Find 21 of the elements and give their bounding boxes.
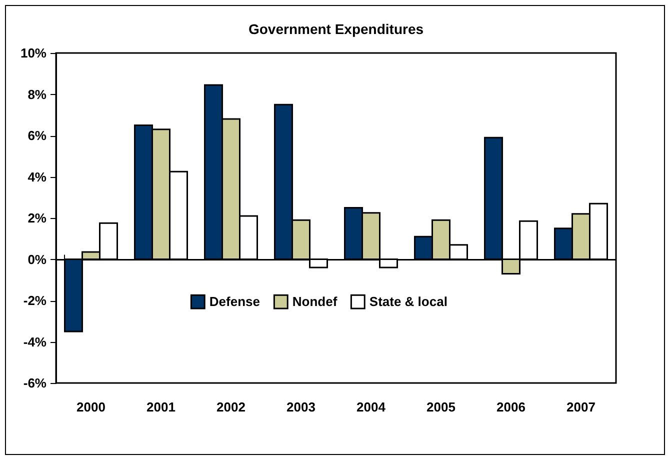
x-tick-label: 2004 <box>356 400 386 414</box>
y-tick-label: -4% <box>23 334 47 350</box>
y-tick-label: 2% <box>28 210 47 226</box>
y-tick-label: 4% <box>28 169 47 184</box>
x-tick-label: 2007 <box>566 400 596 414</box>
legend-label: State & local <box>369 294 448 309</box>
x-tick-label: 2003 <box>286 400 316 414</box>
y-tick-label: -6% <box>23 376 47 390</box>
y-tick-label: -2% <box>23 293 47 308</box>
legend-label: Defense <box>209 294 260 309</box>
x-tick-label: 2005 <box>426 400 456 414</box>
y-tick-label: 0% <box>28 252 47 267</box>
x-tick-label: 2006 <box>496 400 526 414</box>
x-tick-label: 2001 <box>146 400 176 414</box>
chart-title: Government Expenditures <box>248 21 424 37</box>
x-tick-label: 2000 <box>76 400 106 414</box>
legend-label: Nondef <box>292 294 338 309</box>
x-tick-label: 2002 <box>216 400 246 414</box>
y-tick-label: 10% <box>20 46 47 60</box>
y-tick-label: 8% <box>28 86 47 102</box>
y-tick-label: 6% <box>28 128 47 143</box>
